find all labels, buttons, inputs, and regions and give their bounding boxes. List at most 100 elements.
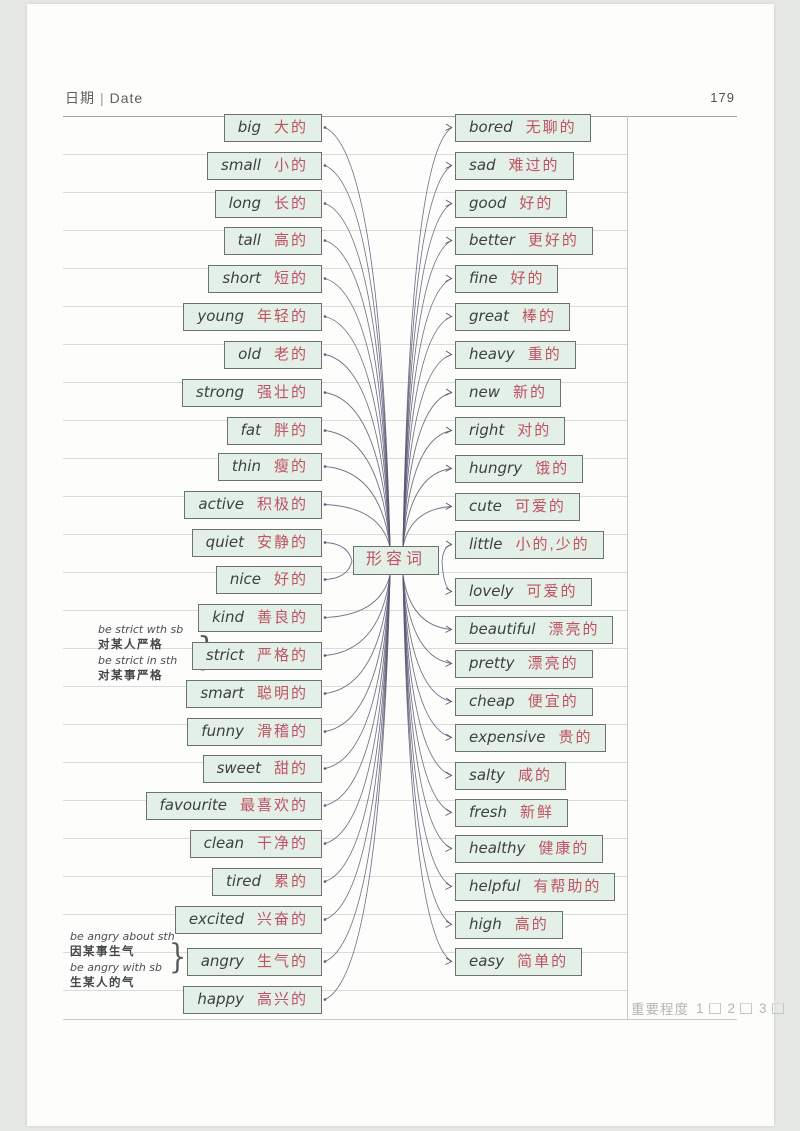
vocab-box: long 长的 bbox=[214, 190, 322, 218]
vocab-chinese: 年轻的 bbox=[256, 308, 308, 325]
vocab-english: thin bbox=[231, 457, 261, 475]
brace-angry: } bbox=[169, 938, 187, 977]
importance-level: 1 bbox=[696, 1000, 705, 1016]
connector-line bbox=[324, 574, 391, 920]
connector-line bbox=[402, 574, 453, 776]
vocab-box: strict 严格的 bbox=[191, 642, 322, 670]
connector-dot bbox=[323, 578, 327, 581]
vocab-chinese: 长的 bbox=[273, 195, 308, 212]
connector-dot bbox=[323, 429, 327, 432]
connector-dot bbox=[323, 918, 327, 921]
vocab-box: happy 高兴的 bbox=[183, 986, 322, 1014]
vocab-english: new bbox=[469, 383, 501, 401]
importance-rating: 重要程度 1 2 3 bbox=[631, 998, 784, 1018]
connector-dot bbox=[323, 315, 327, 318]
annotation-line: be angry about sth bbox=[70, 930, 175, 943]
vocab-chinese: 高的 bbox=[514, 916, 549, 933]
vocab-english: helpful bbox=[469, 877, 521, 895]
vocab-english: strong bbox=[195, 383, 244, 401]
vocab-box: healthy 健康的 bbox=[455, 835, 604, 863]
vocab-english: expensive bbox=[469, 728, 546, 746]
date-header: 日期 | Date bbox=[65, 88, 143, 108]
connector-line bbox=[324, 574, 391, 806]
vocab-box: small 小的 bbox=[207, 152, 322, 180]
vocab-english: better bbox=[469, 231, 515, 249]
vocab-box: cheap 便宜的 bbox=[455, 688, 593, 716]
vocab-english: lovely bbox=[469, 582, 514, 600]
connector-arrowhead bbox=[445, 733, 453, 741]
annotation-line: 生某人的气 bbox=[70, 976, 135, 989]
connector-dot bbox=[323, 541, 327, 544]
connector-arrowhead bbox=[445, 587, 453, 595]
connector-line bbox=[324, 392, 391, 548]
connector-line bbox=[324, 574, 391, 656]
connector-line bbox=[324, 203, 391, 548]
vocab-chinese: 好的 bbox=[510, 270, 545, 287]
vocab-box: helpful 有帮助的 bbox=[455, 873, 616, 901]
connector-line bbox=[402, 354, 453, 548]
connector-dot bbox=[323, 998, 327, 1001]
vocab-chinese: 累的 bbox=[273, 873, 308, 890]
vocab-english: sad bbox=[469, 156, 496, 174]
connector-dot bbox=[323, 503, 327, 506]
connector-line bbox=[324, 574, 391, 732]
vocab-english: hungry bbox=[469, 459, 523, 477]
vocab-english: easy bbox=[469, 952, 505, 970]
vocab-box: favourite 最喜欢的 bbox=[145, 792, 322, 820]
connector-arrowhead bbox=[445, 697, 453, 705]
connector-arrowhead bbox=[445, 274, 453, 282]
connector-arrowhead bbox=[445, 199, 453, 207]
vocab-chinese: 生气的 bbox=[256, 953, 308, 970]
vocab-english: smart bbox=[200, 684, 244, 702]
vocab-box: tired 累的 bbox=[212, 868, 322, 896]
vocab-chinese: 可爱的 bbox=[514, 498, 566, 515]
importance-checkbox bbox=[740, 1002, 753, 1014]
vocab-english: short bbox=[222, 269, 261, 287]
connector-line bbox=[402, 506, 453, 548]
vocab-chinese: 贵的 bbox=[558, 729, 593, 746]
connector-line bbox=[402, 574, 453, 738]
vocab-chinese: 滑稽的 bbox=[256, 723, 308, 740]
connector-arrowhead bbox=[445, 312, 453, 320]
top-rule bbox=[63, 116, 737, 117]
connector-arrowhead bbox=[445, 920, 453, 928]
vocab-chinese: 兴奋的 bbox=[256, 911, 308, 928]
connector-arrowhead bbox=[445, 625, 453, 633]
vocab-chinese: 有帮助的 bbox=[533, 878, 602, 895]
vocab-english: favourite bbox=[159, 796, 227, 814]
annotation-line: be strict wth sb bbox=[98, 623, 184, 636]
connector-line bbox=[402, 127, 453, 548]
connector-line bbox=[402, 278, 453, 548]
vocab-english: cheap bbox=[469, 692, 515, 710]
annotation-line: 因某事生气 bbox=[70, 945, 135, 958]
vocab-english: long bbox=[228, 194, 261, 212]
connector-line bbox=[324, 240, 391, 548]
vocab-box: kind 善良的 bbox=[198, 604, 322, 632]
vocab-box: beautiful 漂亮的 bbox=[455, 616, 614, 644]
connector-arrowhead bbox=[445, 540, 453, 548]
annotation-line: be strict in sth bbox=[98, 654, 178, 667]
vocab-english: fresh bbox=[469, 803, 507, 821]
connector-line bbox=[324, 574, 391, 1000]
vocab-box: new 新的 bbox=[455, 379, 562, 407]
vocab-chinese: 干净的 bbox=[256, 835, 308, 852]
connector-dot bbox=[323, 960, 327, 963]
connector-arrowhead bbox=[445, 426, 453, 434]
connector-line bbox=[324, 466, 391, 548]
vocab-box: right 对的 bbox=[455, 417, 566, 445]
right-margin-rule bbox=[627, 116, 628, 1019]
connector-dot bbox=[323, 126, 327, 129]
connector-dot bbox=[323, 692, 327, 695]
vocab-chinese: 饿的 bbox=[535, 460, 570, 477]
connector-line bbox=[324, 504, 391, 548]
vocab-box: pretty 漂亮的 bbox=[455, 650, 593, 678]
vocab-box: funny 滑稽的 bbox=[187, 718, 322, 746]
vocab-box: lovely 可爱的 bbox=[455, 578, 592, 606]
vocab-english: young bbox=[197, 307, 244, 325]
vocab-chinese: 漂亮的 bbox=[527, 655, 579, 672]
connector-dot bbox=[323, 202, 327, 205]
bottom-rule bbox=[63, 1019, 737, 1020]
connector-line bbox=[324, 560, 353, 580]
importance-level: 2 bbox=[727, 1000, 737, 1016]
